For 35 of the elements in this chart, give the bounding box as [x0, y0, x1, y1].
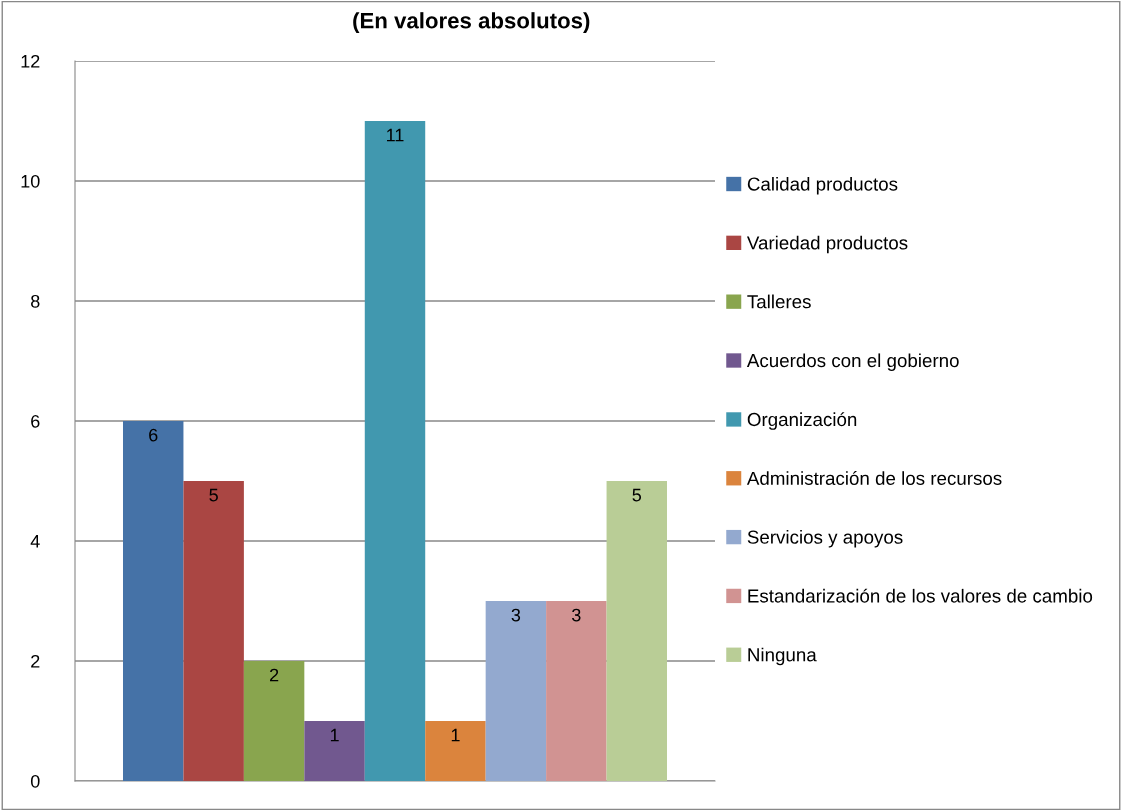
- bar: [243, 661, 305, 781]
- legend-label: Organización: [747, 412, 857, 430]
- bar: [364, 121, 426, 781]
- legend-label: Administración de los recursos: [746, 470, 1002, 485]
- data-label: 1: [451, 728, 460, 742]
- y-tick-label: 8: [31, 294, 40, 308]
- data-label: 3: [572, 608, 581, 622]
- legend-label: Acuerdos con el gobierno: [746, 353, 959, 371]
- bar: [546, 601, 607, 781]
- data-label: 6: [149, 428, 158, 442]
- legend-label: Variedad productos: [746, 235, 908, 254]
- data-label: 3: [511, 608, 521, 622]
- data-label: 5: [632, 488, 642, 502]
- y-tick-label: 6: [31, 414, 40, 428]
- y-tick-label: 12: [21, 54, 40, 68]
- data-label: 5: [209, 488, 218, 502]
- y-tick-label: 0: [30, 774, 40, 788]
- data-label: 2: [270, 668, 279, 682]
- data-label: 11: [387, 128, 404, 142]
- legend-label: Ninguna: [748, 647, 817, 666]
- y-tick-label: 2: [31, 654, 40, 668]
- bar: [425, 721, 486, 781]
- y-tick-label: 10: [21, 174, 40, 188]
- bar: [606, 481, 667, 781]
- chart-title: (En valores absolutos): [353, 12, 590, 33]
- legend-label: Talleres: [747, 294, 811, 309]
- legend-label: Servicios y apoyos: [747, 530, 903, 548]
- data-label: 1: [330, 728, 339, 742]
- bar: [123, 421, 184, 781]
- legend-label: Estandarización de los valores de cambio: [748, 588, 1093, 603]
- legend-label: Calidad productos: [747, 176, 898, 195]
- bar: [304, 721, 365, 781]
- bar: [485, 601, 547, 781]
- bar: [183, 481, 244, 781]
- y-tick-label: 4: [30, 535, 40, 548]
